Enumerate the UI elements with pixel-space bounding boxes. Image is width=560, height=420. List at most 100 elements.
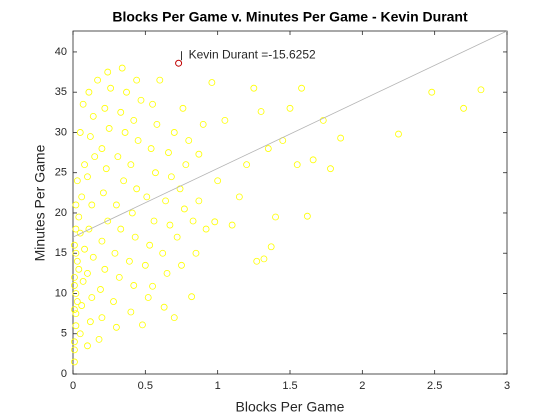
point	[120, 177, 128, 185]
point	[139, 321, 146, 329]
point	[160, 303, 168, 311]
x-tick-label: 0	[70, 380, 76, 392]
point	[208, 79, 216, 86]
point	[73, 177, 81, 185]
point	[121, 129, 129, 136]
point	[188, 293, 196, 301]
point	[243, 161, 251, 169]
point	[293, 161, 301, 169]
point	[95, 335, 103, 343]
point	[78, 193, 86, 201]
annotation: Kevin Durant =-15.6252	[189, 47, 316, 61]
x-axis-label: Blocks Per Game	[236, 399, 345, 415]
point	[267, 243, 275, 251]
point	[477, 86, 485, 94]
y-tick-label: 30	[55, 126, 67, 138]
point	[101, 104, 109, 112]
point	[102, 165, 110, 173]
point	[86, 318, 94, 326]
point	[185, 137, 193, 144]
point	[146, 241, 154, 249]
point	[167, 173, 175, 181]
point	[228, 221, 236, 229]
x-tick-label: 0.5	[138, 380, 153, 392]
point	[149, 282, 156, 290]
point	[75, 265, 83, 273]
x-tick-label: 1	[215, 380, 221, 392]
point	[71, 241, 78, 249]
point	[253, 257, 261, 265]
point	[211, 218, 219, 226]
point	[91, 153, 99, 161]
y-tick-label: 10	[55, 287, 67, 299]
y-tick-label: 40	[55, 46, 67, 58]
point	[176, 185, 184, 193]
point	[199, 120, 207, 128]
point	[235, 193, 243, 201]
point	[84, 269, 91, 277]
point	[86, 133, 94, 140]
point	[337, 134, 345, 142]
point	[113, 323, 120, 331]
point	[78, 302, 86, 309]
point	[298, 84, 305, 92]
point	[72, 290, 80, 297]
point	[115, 273, 123, 281]
point	[166, 221, 174, 229]
point	[88, 201, 96, 209]
point	[71, 338, 78, 346]
point	[134, 137, 142, 144]
point	[111, 249, 119, 257]
point	[165, 149, 172, 156]
point	[319, 116, 327, 124]
chart-title: Blocks Per Game v. Minutes Per Game - Ke…	[112, 9, 468, 25]
point	[131, 233, 139, 241]
point	[72, 310, 80, 318]
point	[195, 150, 203, 158]
point	[71, 306, 78, 313]
point	[89, 253, 97, 261]
point	[81, 245, 88, 253]
y-tick-label: 35	[55, 86, 67, 98]
point	[71, 282, 78, 289]
point	[257, 108, 265, 115]
point	[192, 249, 200, 257]
point	[260, 255, 268, 263]
point	[150, 217, 158, 225]
point	[127, 308, 135, 316]
x-tick-label: 2	[359, 380, 365, 392]
y-tick-label: 0	[61, 368, 67, 380]
point	[98, 237, 106, 245]
point	[264, 145, 272, 152]
point	[72, 225, 80, 233]
point	[114, 153, 122, 161]
point	[81, 161, 88, 169]
highlight-point	[175, 59, 183, 67]
point	[107, 84, 115, 92]
point	[88, 294, 96, 301]
point	[133, 185, 141, 193]
point	[101, 265, 109, 273]
point	[428, 88, 436, 96]
point	[195, 197, 203, 205]
point	[85, 88, 93, 96]
point	[141, 261, 149, 269]
point	[178, 261, 185, 269]
point	[309, 156, 317, 164]
fit-line	[72, 30, 508, 238]
point	[104, 68, 112, 76]
point	[189, 217, 197, 225]
point	[117, 108, 125, 116]
point	[149, 100, 156, 108]
point	[163, 269, 171, 277]
point	[460, 104, 468, 112]
point	[97, 286, 104, 293]
point	[173, 233, 181, 241]
point	[73, 257, 81, 265]
point	[162, 197, 169, 205]
point	[286, 104, 294, 112]
point	[214, 177, 222, 185]
point	[303, 212, 311, 220]
point	[170, 129, 178, 136]
point	[72, 249, 80, 257]
